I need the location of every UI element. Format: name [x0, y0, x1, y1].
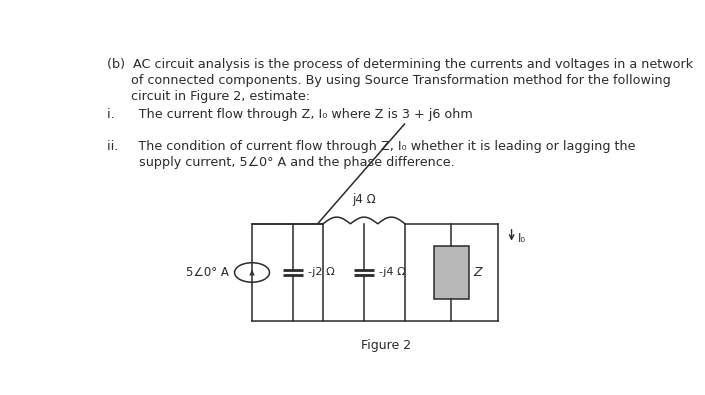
Text: 5∠0° A: 5∠0° A	[186, 266, 229, 279]
Text: (b)  AC circuit analysis is the process of determining the currents and voltages: (b) AC circuit analysis is the process o…	[107, 58, 694, 71]
Text: j4 Ω: j4 Ω	[352, 194, 376, 207]
Text: Z: Z	[474, 266, 482, 279]
Text: of connected components. By using Source Transformation method for the following: of connected components. By using Source…	[107, 74, 671, 87]
Text: -j2 Ω: -j2 Ω	[308, 267, 334, 277]
Text: circuit in Figure 2, estimate:: circuit in Figure 2, estimate:	[107, 90, 310, 103]
Text: ii.     The condition of current flow through Z, I₀ whether it is leading or lag: ii. The condition of current flow throug…	[107, 140, 636, 153]
Text: I₀: I₀	[518, 232, 526, 245]
Text: Figure 2: Figure 2	[361, 339, 411, 352]
Bar	[434, 246, 469, 299]
Text: i.      The current flow through Z, I₀ where Z is 3 + j6 ohm: i. The current flow through Z, I₀ where …	[107, 108, 473, 121]
Text: -j4 Ω: -j4 Ω	[379, 267, 405, 277]
Text: supply current, 5∠0° A and the phase difference.: supply current, 5∠0° A and the phase dif…	[107, 156, 455, 169]
